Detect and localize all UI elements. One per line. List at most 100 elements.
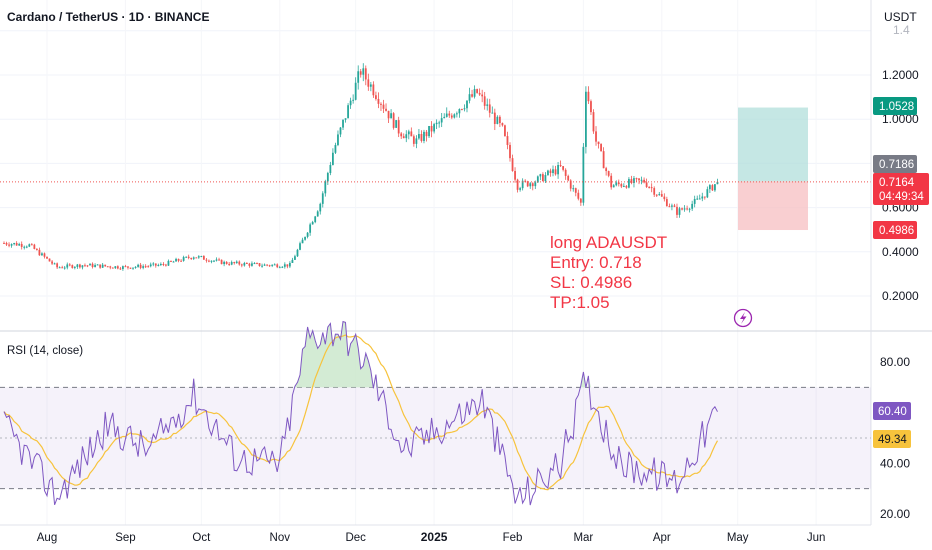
candle — [33, 243, 36, 250]
candle — [263, 263, 266, 266]
candle — [430, 121, 433, 138]
candle — [392, 112, 395, 130]
candle — [640, 176, 643, 185]
candle — [501, 122, 504, 127]
time-tick-label: May — [727, 532, 749, 544]
candle — [683, 205, 686, 212]
price-tick-label: 1.0000 — [882, 112, 919, 126]
candle — [701, 192, 704, 202]
candle — [46, 256, 48, 260]
candle — [466, 100, 468, 113]
candle — [291, 257, 294, 264]
take-profit-zone[interactable] — [738, 107, 808, 182]
candle — [595, 126, 597, 146]
candle — [170, 260, 172, 263]
candle — [256, 262, 258, 265]
candle — [567, 174, 570, 182]
candle — [428, 125, 430, 139]
candle — [486, 98, 489, 111]
candle — [615, 180, 618, 187]
candle — [288, 261, 291, 269]
candle — [329, 161, 332, 176]
candle — [665, 196, 668, 207]
candle — [230, 260, 233, 266]
candle — [197, 255, 200, 259]
candle — [400, 131, 403, 140]
candle — [235, 260, 238, 264]
candle — [339, 126, 342, 138]
candle — [342, 119, 344, 130]
candle — [620, 183, 623, 189]
candle — [481, 89, 484, 103]
candle — [607, 170, 610, 178]
candle — [142, 264, 145, 270]
candle — [359, 68, 362, 78]
candle — [314, 215, 317, 224]
svg-text:0.7186: 0.7186 — [879, 159, 914, 171]
candle — [106, 266, 109, 268]
rsi-value-badge: 60.40 — [873, 402, 911, 420]
candle — [617, 179, 620, 187]
candle — [337, 130, 339, 147]
candle — [364, 65, 367, 86]
candle — [228, 261, 231, 266]
candle — [122, 265, 124, 271]
candle — [104, 264, 107, 267]
lightning-icon[interactable] — [733, 308, 753, 328]
candle — [81, 265, 84, 270]
candle — [225, 261, 228, 265]
candle — [445, 107, 448, 118]
candle — [195, 257, 198, 259]
candle — [390, 109, 392, 119]
candle — [635, 177, 638, 182]
candle — [526, 180, 529, 188]
candle — [132, 267, 134, 270]
candle — [382, 99, 385, 113]
candle — [23, 245, 26, 250]
candle — [663, 193, 666, 202]
candle — [99, 264, 102, 269]
candle — [650, 183, 653, 193]
candle — [440, 113, 443, 128]
candle — [306, 231, 309, 239]
candle — [294, 254, 296, 261]
candle — [271, 264, 274, 268]
time-tick-label: Jun — [807, 532, 826, 544]
candle — [476, 88, 479, 94]
candle — [94, 263, 96, 268]
time-tick-label: Nov — [270, 532, 291, 544]
candle — [703, 196, 706, 200]
annotation-line-1: long ADAUSDT — [550, 233, 667, 252]
candle — [686, 205, 688, 211]
candle — [296, 248, 299, 257]
candle — [435, 119, 438, 130]
candle — [192, 256, 195, 261]
candle — [377, 92, 380, 109]
candle — [162, 262, 165, 267]
trade-annotation[interactable]: long ADAUSDT Entry: 0.718 SL: 0.4986 TP:… — [550, 233, 667, 312]
candle — [493, 108, 496, 131]
candle — [248, 262, 251, 268]
svg-text:04:49:34: 04:49:34 — [879, 191, 924, 203]
candle — [534, 180, 537, 190]
stop-loss-zone[interactable] — [738, 181, 808, 231]
candle — [511, 154, 514, 172]
candle — [504, 124, 506, 137]
candle — [547, 169, 549, 176]
time-tick-label: Dec — [345, 532, 366, 544]
candle — [473, 85, 476, 99]
candle — [116, 265, 119, 270]
candle — [369, 81, 372, 92]
candle — [714, 184, 716, 192]
rsi-title[interactable]: RSI (14, close) — [7, 345, 83, 357]
time-axis[interactable]: Aug Sep Oct Nov Dec 2025 Feb Mar Apr May Jun — [37, 530, 826, 544]
candle — [514, 167, 516, 183]
candle — [283, 262, 286, 269]
candle — [572, 184, 575, 192]
candle — [68, 263, 71, 267]
price-tick-label: 1.2000 — [882, 68, 919, 82]
candle — [461, 108, 463, 111]
svg-text:1.0528: 1.0528 — [879, 101, 914, 113]
